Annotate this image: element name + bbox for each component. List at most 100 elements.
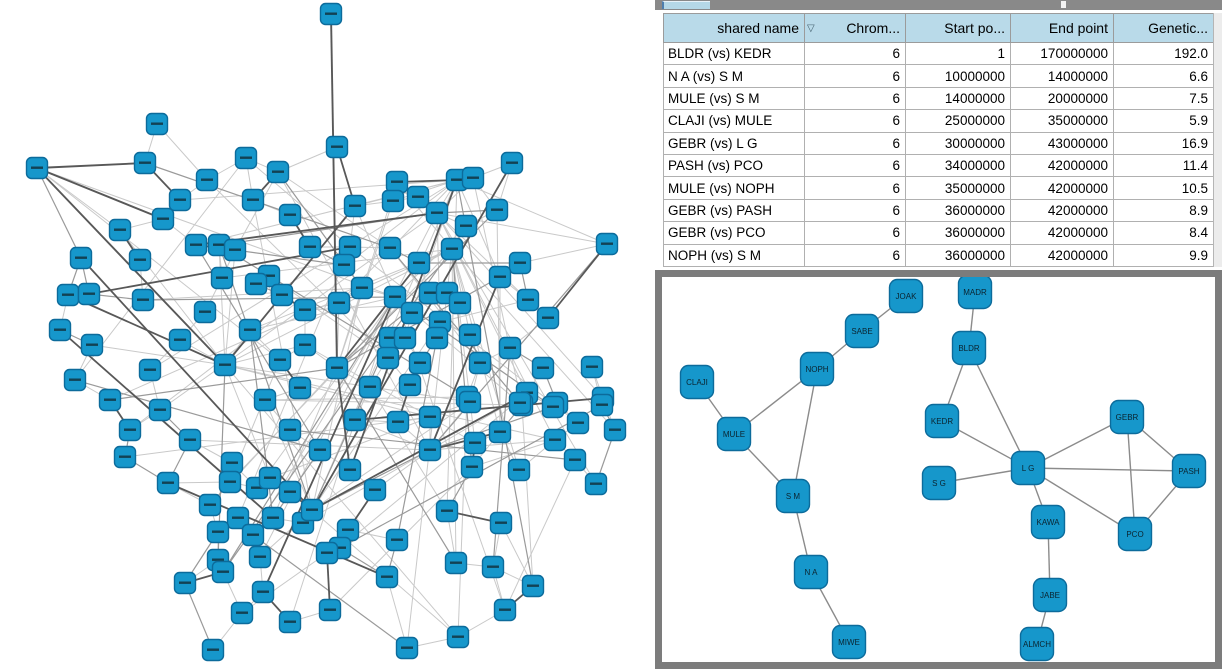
network-node[interactable] <box>198 493 222 517</box>
network-node[interactable] <box>385 170 409 194</box>
table-cell[interactable]: 192.0 <box>1113 41 1214 66</box>
table-cell[interactable]: 20000000 <box>1010 86 1114 111</box>
network-node[interactable]: BLDR <box>951 330 987 366</box>
network-node[interactable]: MULE <box>716 416 752 452</box>
table-cell[interactable]: 34000000 <box>905 153 1011 178</box>
network-node[interactable] <box>223 238 247 262</box>
table-cell[interactable]: 10.5 <box>1113 176 1214 200</box>
network-node[interactable] <box>481 555 505 579</box>
network-edge[interactable] <box>144 162 391 249</box>
table-cell[interactable]: 6 <box>804 153 906 178</box>
table-cell[interactable]: CLAJI (vs) MULE <box>663 109 805 133</box>
network-edge[interactable] <box>336 367 351 471</box>
column-header[interactable]: Genetic... <box>1113 13 1214 43</box>
network-node[interactable] <box>516 288 540 312</box>
network-edge[interactable] <box>456 179 608 245</box>
table-cell[interactable]: 11.4 <box>1113 153 1214 178</box>
network-node[interactable] <box>440 237 464 261</box>
network-node[interactable] <box>468 351 492 375</box>
network-node[interactable] <box>218 470 242 494</box>
network-node[interactable] <box>385 528 409 552</box>
network-node[interactable] <box>206 520 230 544</box>
table-cell[interactable]: 6 <box>804 176 906 200</box>
table-row[interactable]: BLDR (vs) KEDR 6 1 170000000 192.0 <box>663 41 1214 66</box>
network-node[interactable] <box>418 405 442 429</box>
network-node[interactable] <box>325 356 349 380</box>
network-node[interactable] <box>448 291 472 315</box>
network-node[interactable] <box>489 511 513 535</box>
network-node[interactable] <box>358 375 382 399</box>
network-node[interactable] <box>325 135 349 159</box>
network-node[interactable] <box>268 348 292 372</box>
table-cell[interactable]: GEBR (vs) PASH <box>663 198 805 223</box>
network-node[interactable] <box>258 466 282 490</box>
network-node[interactable] <box>300 498 324 522</box>
network-edge[interactable] <box>206 179 389 359</box>
table-cell[interactable]: MULE (vs) NOPH <box>663 176 805 200</box>
table-cell[interactable]: PASH (vs) PCO <box>663 153 805 178</box>
network-node[interactable] <box>327 291 351 315</box>
network-node[interactable] <box>500 151 524 175</box>
network-node[interactable] <box>145 112 169 136</box>
network-edge[interactable] <box>429 276 501 451</box>
table-cell[interactable]: 6.6 <box>1113 64 1214 88</box>
table-cell[interactable]: GEBR (vs) PCO <box>663 221 805 245</box>
network-edge[interactable] <box>456 179 534 587</box>
network-node[interactable] <box>253 388 277 412</box>
network-edge[interactable] <box>264 399 313 511</box>
network-node[interactable] <box>248 545 272 569</box>
table-cell[interactable]: 36000000 <box>905 243 1011 267</box>
table-cell[interactable]: MULE (vs) S M <box>663 86 805 111</box>
network-node[interactable] <box>398 373 422 397</box>
network-node[interactable] <box>458 323 482 347</box>
network-node[interactable] <box>173 571 197 595</box>
network-node[interactable] <box>278 480 302 504</box>
network-edge[interactable] <box>252 534 408 649</box>
table-cell[interactable]: BLDR (vs) KEDR <box>663 41 805 66</box>
network-node[interactable] <box>234 146 258 170</box>
network-node[interactable] <box>488 265 512 289</box>
network-node[interactable]: ALMCH <box>1019 626 1055 662</box>
network-edge[interactable] <box>36 162 146 169</box>
network-edge[interactable] <box>179 179 458 201</box>
table-cell[interactable]: GEBR (vs) L G <box>663 131 805 155</box>
network-node[interactable] <box>113 445 137 469</box>
network-node[interactable] <box>195 168 219 192</box>
table-scrollbar-track[interactable] <box>1213 13 1222 267</box>
network-node[interactable] <box>332 253 356 277</box>
network-node[interactable] <box>213 353 237 377</box>
network-node[interactable] <box>541 395 565 419</box>
network-node[interactable] <box>543 428 567 452</box>
column-header[interactable]: shared name <box>663 13 805 43</box>
table-cell[interactable]: 10000000 <box>905 64 1011 88</box>
network-node[interactable] <box>318 598 342 622</box>
table-cell[interactable]: 6 <box>804 243 906 267</box>
network-edge[interactable] <box>264 396 468 401</box>
network-edge[interactable] <box>36 167 164 220</box>
table-cell[interactable]: 42000000 <box>1010 198 1114 223</box>
network-node[interactable] <box>418 438 442 462</box>
network-node[interactable] <box>338 458 362 482</box>
network-node[interactable] <box>131 288 155 312</box>
network-node[interactable] <box>363 478 387 502</box>
network-node[interactable] <box>435 499 459 523</box>
network-node[interactable] <box>508 391 532 415</box>
network-node[interactable] <box>108 218 132 242</box>
table-cell[interactable]: 36000000 <box>905 221 1011 245</box>
network-edge[interactable] <box>439 299 529 323</box>
table-cell[interactable]: 35000000 <box>905 176 1011 200</box>
network-node[interactable] <box>241 523 265 547</box>
table-cell[interactable]: 6 <box>804 86 906 111</box>
network-node[interactable] <box>343 408 367 432</box>
network-node[interactable] <box>375 565 399 589</box>
network-node[interactable] <box>425 201 449 225</box>
network-edge[interactable] <box>354 179 458 207</box>
network-node[interactable] <box>77 282 101 306</box>
network-edge[interactable] <box>74 157 247 381</box>
network-node[interactable] <box>563 448 587 472</box>
table-row[interactable]: MULE (vs) S M 6 14000000 20000000 7.5 <box>663 86 1214 111</box>
network-node[interactable]: S G <box>921 465 957 501</box>
network-edge[interactable] <box>1027 467 1136 535</box>
network-node[interactable] <box>381 189 405 213</box>
table-cell[interactable]: 6 <box>804 41 906 66</box>
